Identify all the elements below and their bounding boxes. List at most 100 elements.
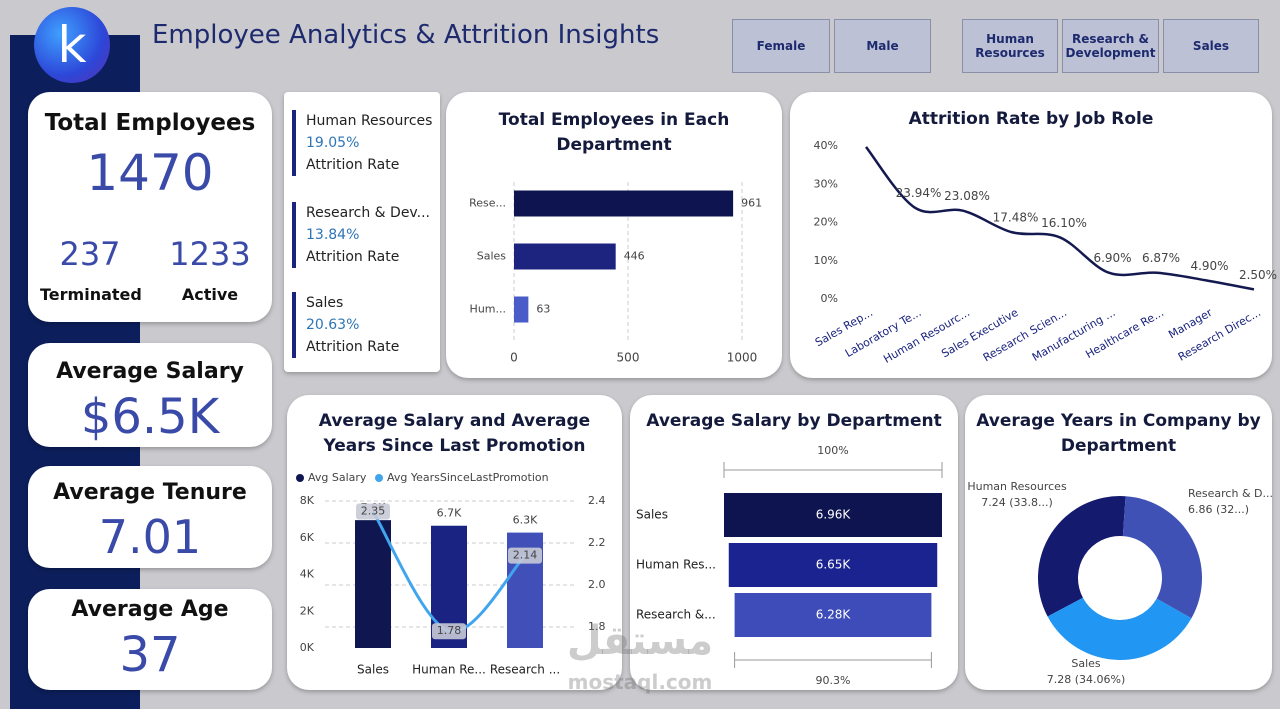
kpi-value: 1470 xyxy=(86,144,214,202)
data-label: 2.35 xyxy=(361,505,386,518)
chart-title: Total Employees in Each Department xyxy=(498,110,730,155)
filter-button[interactable]: Research & Development xyxy=(1062,19,1159,73)
x-tick-label: 0 xyxy=(510,351,518,365)
data-label: 6.28K xyxy=(816,608,852,622)
x-tick-label: Human Resourc... xyxy=(881,306,972,366)
y-tick-label: 6K xyxy=(300,531,315,544)
attrition-card: Research & Dev... 13.84% Attrition Rate xyxy=(292,202,456,268)
rate-label: Attrition Rate xyxy=(306,157,400,173)
filter-button[interactable]: Sales xyxy=(1163,19,1259,73)
y2-tick-label: 2.2 xyxy=(588,536,606,549)
y-tick-label: 0% xyxy=(821,292,838,305)
y2-tick-label: 1.8 xyxy=(588,620,606,633)
slice-value-label: 7.28 (34.06%) xyxy=(1047,673,1126,686)
donut-slice xyxy=(1038,496,1126,617)
legend-label: Avg YearsSinceLastPromotion xyxy=(387,471,549,484)
data-label: 446 xyxy=(624,250,645,263)
y2-tick-label: 2.0 xyxy=(588,578,606,591)
rate: 20.63% xyxy=(306,317,360,333)
slice-value-label: 7.24 (33.8...) xyxy=(981,496,1053,509)
label-box xyxy=(356,503,390,520)
kpi-value: $6.5K xyxy=(80,389,220,445)
category-label: Research &... xyxy=(636,608,716,622)
chart-card: Total Employees in Each Department xyxy=(446,92,782,378)
legend-swatch xyxy=(375,474,383,482)
data-label: 23.94% xyxy=(896,186,942,200)
kpi-value: 1233 xyxy=(169,235,251,273)
data-label: 6.7K xyxy=(437,507,462,520)
y-tick-label: 20% xyxy=(814,216,838,229)
department: Human Resources xyxy=(306,113,433,129)
page-title: Employee Analytics & Attrition Insights xyxy=(152,20,660,50)
attrition-card: Human Resources 19.05% Attrition Rate xyxy=(292,110,456,176)
data-label: 6.65K xyxy=(816,558,852,572)
data-label: 1.78 xyxy=(437,624,462,637)
donut-slice xyxy=(1122,496,1202,619)
funnel-bar xyxy=(724,493,942,537)
annotation: 100% xyxy=(817,444,848,457)
y-tick-label: 4K xyxy=(300,568,315,581)
data-label: 6.90% xyxy=(1093,251,1131,265)
kpi-label: Total Employees xyxy=(44,110,256,136)
data-label: 2.14 xyxy=(513,549,538,562)
rate-label: Attrition Rate xyxy=(306,339,400,355)
department: Sales xyxy=(306,295,344,311)
slice-label: Human Resources xyxy=(967,480,1067,493)
data-label: 6.96K xyxy=(816,508,852,522)
logo: k xyxy=(34,7,110,83)
bar xyxy=(514,190,734,217)
donut-slice xyxy=(1047,597,1192,660)
y-tick-label: Sales xyxy=(477,250,507,263)
kpi-card: Average Age 37 xyxy=(28,589,272,690)
slice-label: Sales xyxy=(1071,657,1101,670)
rate: 13.84% xyxy=(306,227,360,243)
category-label: Sales xyxy=(636,508,668,522)
kpi-card: Average Salary $6.5K xyxy=(28,343,272,447)
label-box xyxy=(508,547,542,564)
kpi-label: Average Tenure xyxy=(53,480,247,505)
watermark: مستقل xyxy=(566,618,714,664)
kpi-label: Terminated xyxy=(40,285,142,304)
rate-label: Attrition Rate xyxy=(306,249,400,265)
filter-button[interactable]: Male xyxy=(834,19,931,73)
slice-value-label: 6.86 (32...) xyxy=(1188,503,1249,516)
attrition-panel: Human Resources 19.05% Attrition Rate Rese… xyxy=(284,92,440,372)
y-tick-label: Hum... xyxy=(470,303,506,316)
filter-button[interactable]: Female xyxy=(732,19,830,73)
x-tick-label: Research ... xyxy=(490,663,560,677)
chart-card: Average Years in Company by Department xyxy=(965,395,1272,690)
label-box xyxy=(432,623,466,640)
bar xyxy=(514,296,529,323)
legend-swatch xyxy=(296,474,304,482)
kpi-label: Average Age xyxy=(71,597,229,622)
kpi-card: Average Tenure 7.01 xyxy=(28,466,272,568)
attrition-card: Sales 20.63% Attrition Rate xyxy=(292,292,456,358)
x-tick-label: 1000 xyxy=(727,351,758,365)
legend-label: Avg Salary xyxy=(308,471,367,484)
rate: 19.05% xyxy=(306,135,360,151)
x-tick-label: Sales xyxy=(357,663,389,677)
line xyxy=(865,146,1255,291)
bar xyxy=(355,520,391,648)
watermark: mostaql.com xyxy=(567,670,713,694)
y-tick-label: 0K xyxy=(300,641,315,654)
data-label: 6.87% xyxy=(1142,251,1180,265)
bar xyxy=(514,243,616,270)
filter-button[interactable]: Human Resources xyxy=(962,19,1058,73)
chart-title: Average Salary by Department xyxy=(646,411,942,431)
chart-card: Average Salary by Department xyxy=(630,395,958,690)
data-label: 17.48% xyxy=(993,211,1039,225)
kpi-value: 37 xyxy=(119,627,181,683)
data-label: 63 xyxy=(536,303,550,316)
department: Research & Dev... xyxy=(306,205,430,221)
kpi-value: 7.01 xyxy=(98,510,202,564)
x-tick-label: Research Direc... xyxy=(1176,306,1263,364)
data-label: 16.10% xyxy=(1041,216,1087,230)
y-tick-label: 2K xyxy=(300,604,315,617)
data-label: 961 xyxy=(741,197,762,210)
y-tick-label: 40% xyxy=(814,139,838,152)
funnel-bar xyxy=(728,543,938,587)
kpi-label: Average Salary xyxy=(56,359,244,384)
